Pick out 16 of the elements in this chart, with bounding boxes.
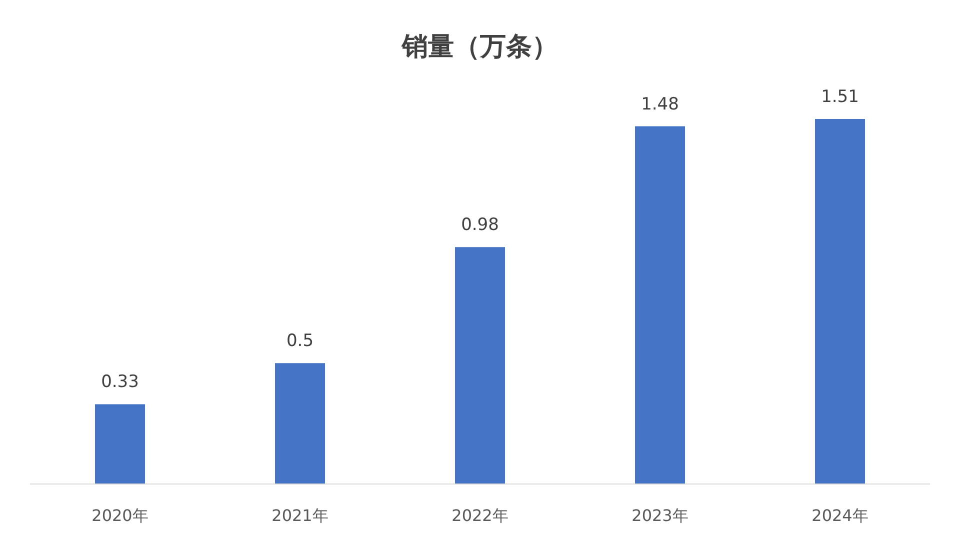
x-tick-label: 2022年 <box>452 506 508 525</box>
data-label: 0.98 <box>461 215 499 236</box>
data-label: 0.33 <box>101 372 139 392</box>
data-label: 1.48 <box>641 94 679 114</box>
x-tick-label: 2020年 <box>92 506 148 525</box>
bar <box>275 363 325 484</box>
bar <box>635 126 685 484</box>
x-tick-label: 2024年 <box>812 506 868 525</box>
chart-title: 销量（万条） <box>401 32 558 62</box>
bar <box>455 247 505 484</box>
data-label: 1.51 <box>821 87 859 107</box>
bar <box>815 119 865 484</box>
x-tick-label: 2023年 <box>632 506 688 525</box>
x-tick-label: 2021年 <box>272 506 328 525</box>
bar <box>95 404 145 484</box>
data-label: 0.5 <box>286 331 314 352</box>
